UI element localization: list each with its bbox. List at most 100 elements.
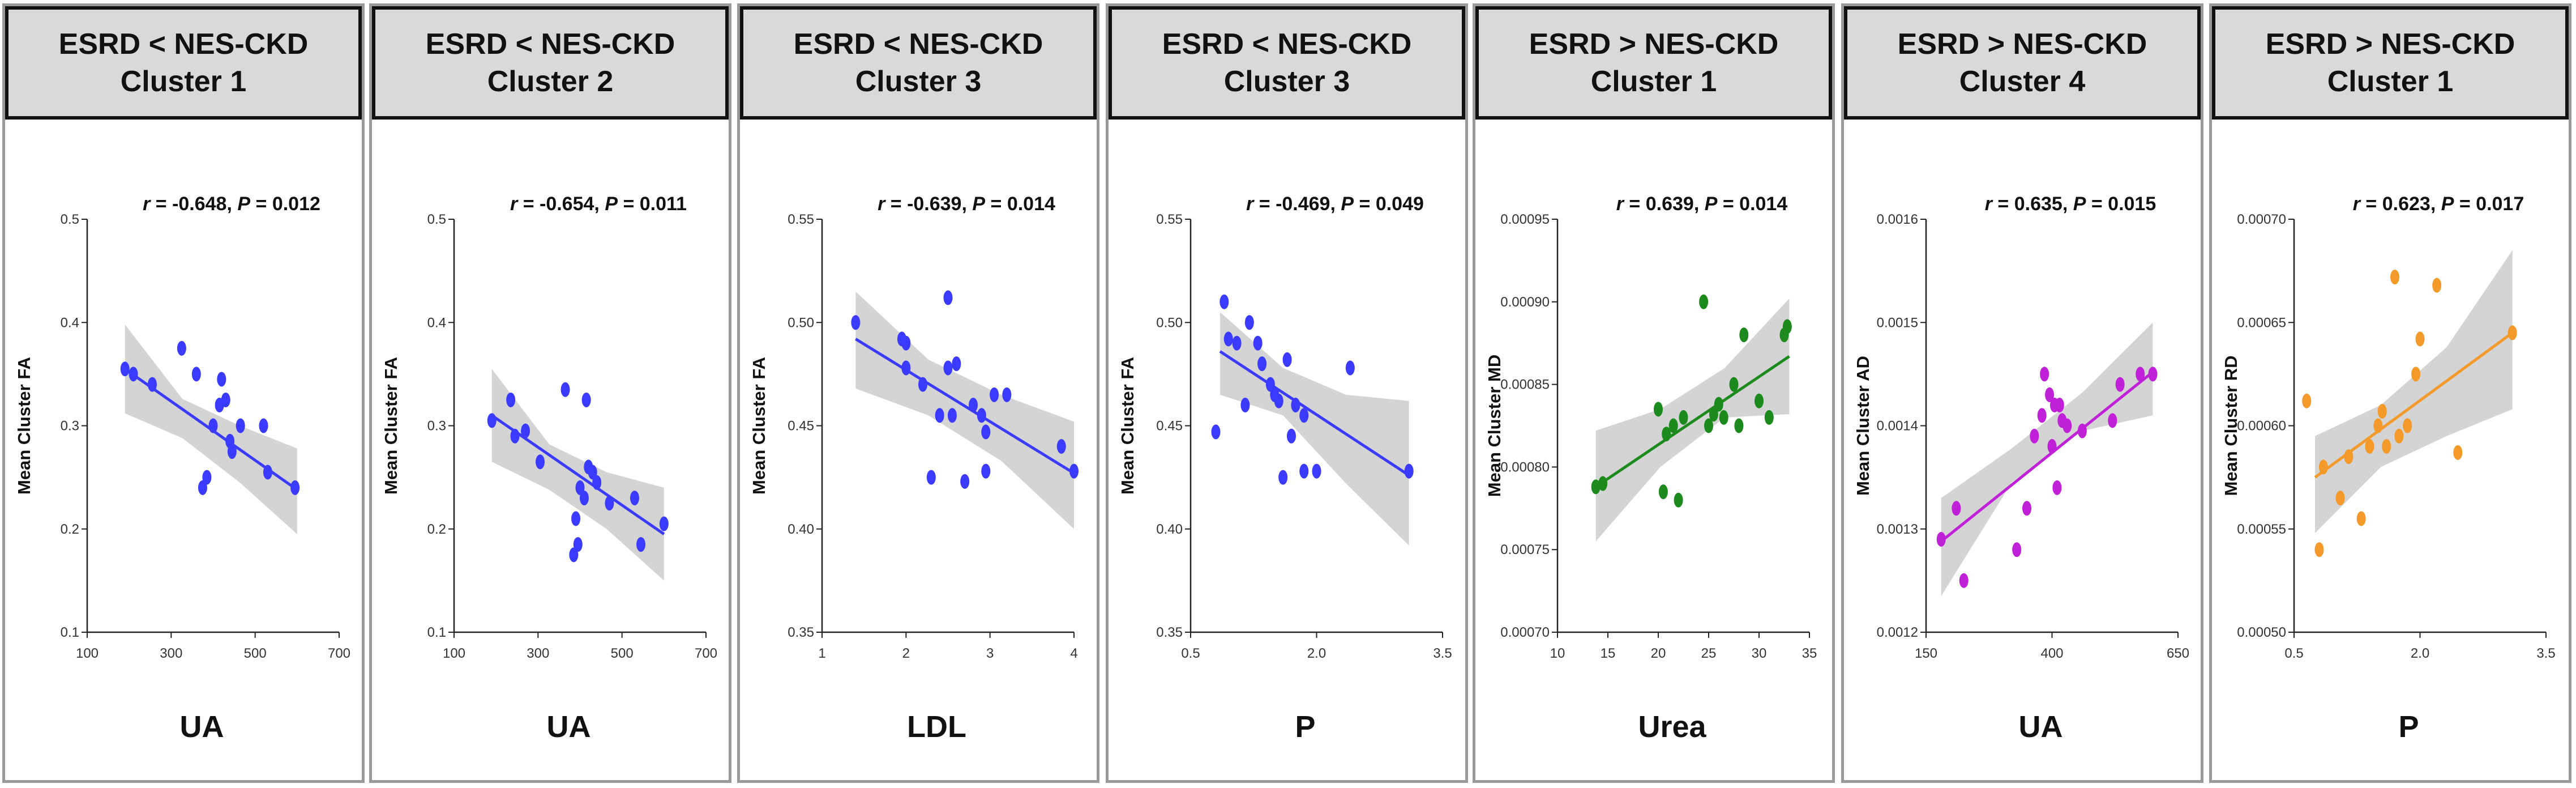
- x-tick-label: 0.5: [2284, 646, 2303, 661]
- data-point: [2373, 418, 2383, 433]
- x-tick-label: 2.0: [1307, 646, 1326, 661]
- y-tick-label: 0.2: [61, 522, 79, 537]
- stats-separator: ,: [594, 193, 605, 215]
- x-tick-label: 2: [902, 646, 910, 661]
- data-point: [2318, 459, 2328, 475]
- y-tick-label: 0.55: [788, 212, 814, 227]
- chart-title: ESRD > NES-CKD Cluster 4: [1844, 6, 2201, 120]
- data-point: [1658, 484, 1668, 500]
- correlation-stats: r = -0.469, P = 0.049: [1246, 193, 1424, 215]
- data-point: [592, 475, 602, 490]
- r-value: 0.623: [2382, 193, 2430, 215]
- x-axis-title: UA: [547, 710, 591, 744]
- y-tick-label: 0.1: [427, 625, 446, 640]
- data-point: [1291, 398, 1300, 413]
- data-point: [630, 491, 639, 506]
- data-point: [2382, 438, 2391, 454]
- data-point: [1299, 463, 1309, 479]
- y-tick-label: 0.35: [1156, 625, 1183, 640]
- data-point: [2507, 325, 2517, 340]
- r-equals: =: [150, 193, 172, 215]
- data-point: [1959, 573, 1969, 588]
- data-point: [2136, 367, 2145, 382]
- p-symbol: P: [605, 193, 618, 215]
- regression-line: [855, 338, 1075, 475]
- data-point: [573, 537, 583, 552]
- y-tick-label: 0.4: [427, 315, 446, 330]
- data-point: [1704, 418, 1713, 433]
- data-point: [2344, 449, 2354, 465]
- r-symbol: r: [143, 193, 151, 215]
- data-point: [2022, 501, 2031, 516]
- data-point: [605, 496, 614, 511]
- x-tick-label: 700: [695, 646, 717, 661]
- data-point: [1278, 470, 1288, 485]
- p-value: 0.049: [1376, 193, 1424, 215]
- chart-panel-6: ESRD > NES-CKD Cluster 4 0.0012 0.0013 0.001…: [1841, 3, 2203, 783]
- data-point: [2394, 428, 2404, 444]
- x-tick-label: 500: [611, 646, 634, 661]
- data-point: [129, 367, 138, 382]
- chart-title: ESRD > NES-CKD Cluster 1: [2212, 6, 2569, 120]
- r-value: 0.635: [2014, 193, 2062, 215]
- x-tick-label: 20: [1651, 646, 1666, 661]
- data-point: [1299, 408, 1309, 423]
- data-point: [2453, 445, 2463, 460]
- data-point: [1253, 335, 1263, 351]
- chart-title: ESRD < NES-CKD Cluster 2: [372, 6, 729, 120]
- data-point: [1719, 410, 1728, 425]
- y-tick-label: 0.40: [1156, 522, 1183, 537]
- data-point: [202, 470, 212, 485]
- y-tick-label: 0.0013: [1877, 522, 1918, 537]
- data-point: [208, 418, 218, 433]
- data-point: [1056, 438, 1066, 454]
- data-point: [960, 474, 970, 489]
- data-point: [487, 413, 497, 428]
- p-symbol: P: [237, 193, 250, 215]
- p-symbol: P: [2073, 193, 2086, 215]
- p-equals: =: [618, 193, 640, 215]
- y-tick-label: 0.3: [427, 419, 446, 434]
- r-symbol: r: [1616, 193, 1625, 215]
- data-point: [1674, 492, 1683, 508]
- stats-separator: ,: [2062, 193, 2073, 215]
- data-point: [1282, 352, 1292, 367]
- r-value: -0.469: [1276, 193, 1330, 215]
- chart-title: ESRD < NES-CKD Cluster 3: [1109, 6, 1465, 120]
- y-tick-label: 0.00075: [1500, 542, 1550, 557]
- data-point: [2432, 278, 2442, 293]
- p-symbol: P: [972, 193, 985, 215]
- data-point: [1257, 356, 1267, 372]
- y-tick-label: 0.4: [61, 315, 79, 330]
- data-point: [2335, 491, 2345, 506]
- data-point: [1755, 393, 1764, 408]
- chart-title-line: ESRD < NES-CKD: [1162, 28, 1412, 61]
- y-tick-label: 0.00060: [2237, 419, 2286, 434]
- y-axis-title: Mean Cluster FA: [381, 357, 401, 495]
- data-point: [2403, 418, 2412, 433]
- stats-separator: ,: [1694, 193, 1705, 215]
- data-point: [506, 392, 516, 407]
- scatter-plot: 0.1 0.2 0.3 0.4 0.5 100 300 500 700 r = -0.648, P…: [14, 193, 350, 744]
- regression-line: [1940, 370, 2154, 543]
- x-tick-label: 300: [527, 646, 549, 661]
- chart-title-line: Cluster 1: [1590, 65, 1717, 98]
- y-tick-label: 0.00085: [1500, 377, 1550, 393]
- scatter-plot: 0.35 0.40 0.45 0.50 0.55 1 2 3 4 r = -0.639, P = …: [749, 193, 1079, 744]
- p-value: 0.014: [1007, 193, 1055, 215]
- data-point: [263, 465, 272, 480]
- y-tick-label: 0.0014: [1877, 419, 1918, 434]
- data-point: [1404, 463, 1414, 479]
- x-axis-title: LDL: [907, 710, 966, 744]
- y-tick-label: 0.55: [1156, 212, 1183, 227]
- data-point: [217, 372, 226, 387]
- data-point: [2047, 438, 2057, 454]
- p-value: 0.014: [1739, 193, 1787, 215]
- data-point: [926, 470, 936, 485]
- data-point: [2012, 542, 2022, 557]
- x-tick-label: 15: [1601, 646, 1616, 661]
- data-point: [1699, 294, 1709, 309]
- data-point: [969, 398, 978, 413]
- y-tick-label: 0.5: [427, 212, 446, 227]
- r-equals: =: [2360, 193, 2382, 215]
